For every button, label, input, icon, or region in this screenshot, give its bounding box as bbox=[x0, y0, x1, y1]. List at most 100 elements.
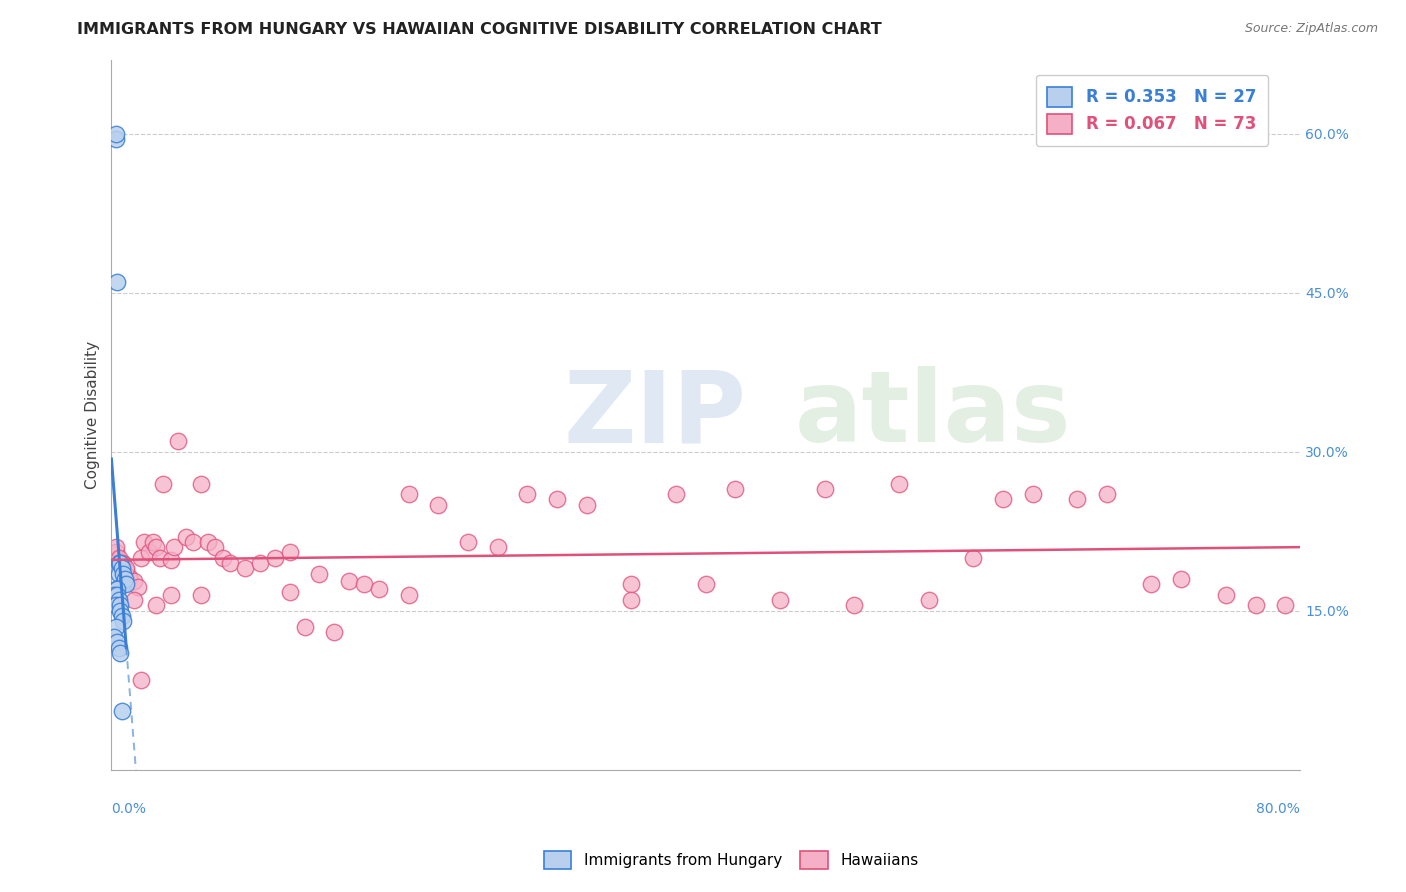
Point bbox=[457, 534, 479, 549]
Point bbox=[1274, 599, 1296, 613]
Point bbox=[115, 577, 138, 591]
Point bbox=[104, 132, 127, 146]
Point bbox=[110, 599, 132, 613]
Point bbox=[108, 550, 131, 565]
Point bbox=[129, 550, 152, 565]
Point bbox=[1244, 599, 1267, 613]
Point bbox=[111, 609, 134, 624]
Point bbox=[249, 556, 271, 570]
Point bbox=[132, 534, 155, 549]
Text: Source: ZipAtlas.com: Source: ZipAtlas.com bbox=[1244, 22, 1378, 36]
Point bbox=[115, 563, 138, 577]
Point bbox=[108, 556, 131, 570]
Point bbox=[104, 582, 127, 597]
Point bbox=[110, 556, 132, 570]
Text: atlas: atlas bbox=[794, 366, 1071, 463]
Point bbox=[1215, 588, 1237, 602]
Point bbox=[294, 619, 316, 633]
Point bbox=[114, 572, 136, 586]
Point bbox=[575, 498, 598, 512]
Point bbox=[138, 545, 160, 559]
Point bbox=[398, 588, 420, 602]
Point bbox=[1095, 487, 1118, 501]
Point bbox=[108, 566, 131, 581]
Point bbox=[620, 577, 643, 591]
Point bbox=[111, 704, 134, 718]
Point bbox=[917, 593, 939, 607]
Point bbox=[1140, 577, 1163, 591]
Point bbox=[486, 540, 509, 554]
Point bbox=[337, 574, 360, 588]
Point bbox=[145, 540, 167, 554]
Point bbox=[233, 561, 256, 575]
Point bbox=[129, 673, 152, 687]
Point bbox=[204, 540, 226, 554]
Point bbox=[278, 584, 301, 599]
Point bbox=[105, 635, 128, 649]
Point bbox=[110, 646, 132, 660]
Point bbox=[110, 604, 132, 618]
Point bbox=[104, 545, 127, 559]
Point bbox=[108, 640, 131, 655]
Legend: Immigrants from Hungary, Hawaiians: Immigrants from Hungary, Hawaiians bbox=[538, 845, 924, 875]
Y-axis label: Cognitive Disability: Cognitive Disability bbox=[86, 341, 100, 489]
Point bbox=[122, 574, 145, 588]
Point bbox=[103, 630, 125, 644]
Point bbox=[149, 550, 172, 565]
Point bbox=[308, 566, 330, 581]
Point bbox=[104, 127, 127, 141]
Point bbox=[105, 588, 128, 602]
Text: ZIP: ZIP bbox=[564, 366, 747, 463]
Point bbox=[516, 487, 538, 501]
Point bbox=[962, 550, 984, 565]
Point bbox=[104, 619, 127, 633]
Text: 0.0%: 0.0% bbox=[111, 802, 146, 815]
Point bbox=[367, 582, 389, 597]
Point bbox=[104, 540, 127, 554]
Point bbox=[111, 556, 134, 570]
Point bbox=[353, 577, 375, 591]
Point bbox=[1066, 492, 1088, 507]
Point bbox=[105, 275, 128, 289]
Point bbox=[122, 593, 145, 607]
Point bbox=[152, 476, 174, 491]
Point bbox=[190, 588, 212, 602]
Point bbox=[197, 534, 219, 549]
Point bbox=[108, 556, 131, 570]
Point bbox=[118, 570, 141, 584]
Text: IMMIGRANTS FROM HUNGARY VS HAWAIIAN COGNITIVE DISABILITY CORRELATION CHART: IMMIGRANTS FROM HUNGARY VS HAWAIIAN COGN… bbox=[77, 22, 882, 37]
Point bbox=[112, 566, 135, 581]
Point bbox=[1021, 487, 1043, 501]
Point bbox=[211, 550, 233, 565]
Point bbox=[160, 553, 183, 567]
Point bbox=[991, 492, 1014, 507]
Point bbox=[108, 593, 131, 607]
Point bbox=[167, 434, 190, 449]
Point bbox=[111, 561, 134, 575]
Point bbox=[278, 545, 301, 559]
Point bbox=[190, 476, 212, 491]
Legend: R = 0.353   N = 27, R = 0.067   N = 73: R = 0.353 N = 27, R = 0.067 N = 73 bbox=[1036, 75, 1268, 145]
Point bbox=[160, 588, 183, 602]
Point bbox=[427, 498, 450, 512]
Point bbox=[398, 487, 420, 501]
Point bbox=[887, 476, 910, 491]
Point bbox=[263, 550, 285, 565]
Point bbox=[546, 492, 568, 507]
Point bbox=[111, 561, 134, 575]
Point bbox=[181, 534, 204, 549]
Point bbox=[142, 534, 165, 549]
Point bbox=[323, 624, 346, 639]
Point bbox=[219, 556, 242, 570]
Point bbox=[1170, 572, 1192, 586]
Point bbox=[665, 487, 688, 501]
Point bbox=[620, 593, 643, 607]
Point bbox=[844, 599, 866, 613]
Text: 80.0%: 80.0% bbox=[1256, 802, 1301, 815]
Point bbox=[127, 580, 149, 594]
Point bbox=[103, 588, 125, 602]
Point bbox=[112, 615, 135, 629]
Point bbox=[695, 577, 717, 591]
Point bbox=[112, 577, 135, 591]
Point bbox=[174, 529, 197, 543]
